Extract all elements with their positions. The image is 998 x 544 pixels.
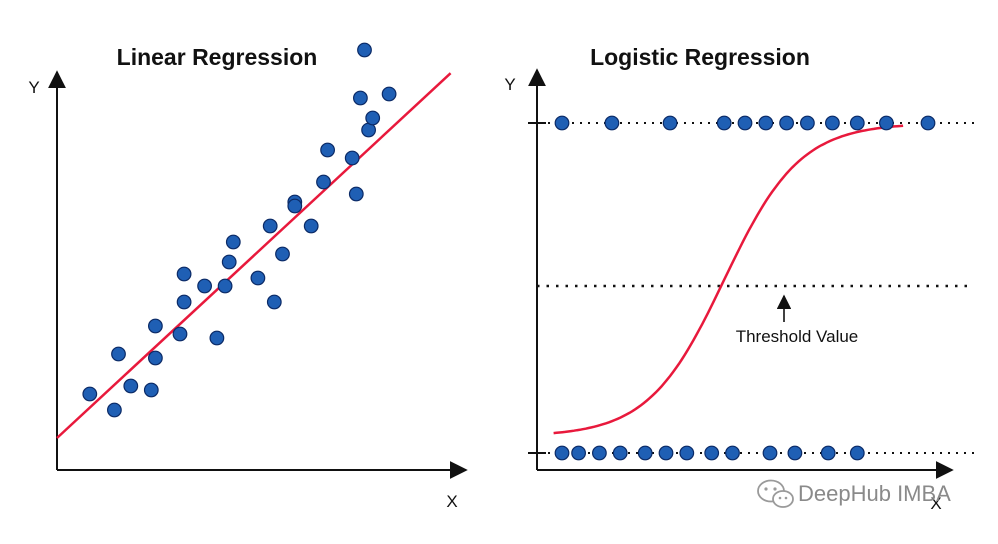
logistic-point-class-1 — [554, 115, 570, 131]
linear-data-point — [176, 266, 192, 282]
sigmoid-curve — [553, 124, 904, 435]
logistic-regression-panel: Logistic Regression Y X Threshold Value — [504, 44, 975, 513]
linear-data-point — [197, 278, 213, 294]
linear-data-point — [250, 270, 266, 286]
logistic-point-class-0 — [612, 445, 628, 461]
logistic-point-class-1 — [779, 115, 794, 131]
wechat-icon — [757, 479, 794, 508]
linear-regression-panel: Linear Regression Y X — [28, 42, 468, 511]
linear-x-axis-label: X — [446, 492, 457, 511]
linear-data-point — [176, 294, 192, 310]
logistic-y-axis-label: Y — [504, 75, 515, 94]
linear-data-point — [172, 326, 188, 342]
linear-data-point — [348, 186, 364, 202]
linear-data-point — [123, 378, 139, 394]
logistic-point-class-1 — [920, 115, 936, 131]
logistic-point-class-0 — [787, 445, 803, 461]
linear-data-point — [143, 382, 159, 398]
logistic-regression-title: Logistic Regression — [590, 44, 810, 70]
linear-data-point — [316, 174, 331, 190]
logistic-point-class-1 — [662, 115, 678, 131]
linear-y-axis-label: Y — [28, 78, 39, 97]
linear-data-point — [221, 254, 237, 270]
linear-fit-line — [56, 72, 452, 439]
linear-data-point — [262, 218, 278, 234]
logistic-point-class-0 — [762, 445, 778, 461]
logistic-point-class-1 — [716, 115, 732, 131]
logistic-point-class-0 — [725, 445, 740, 461]
linear-data-point — [147, 318, 163, 334]
linear-data-point — [82, 386, 98, 402]
logistic-point-class-0 — [637, 445, 653, 461]
logistic-point-class-0 — [571, 445, 586, 461]
logistic-point-class-1 — [800, 115, 815, 131]
logistic-point-class-0 — [704, 445, 720, 461]
linear-data-point — [147, 350, 163, 366]
linear-data-point — [381, 86, 397, 102]
logistic-point-class-0 — [658, 445, 674, 461]
linear-data-point — [217, 278, 233, 294]
logistic-point-class-0 — [554, 445, 570, 461]
watermark: DeepHub IMBA — [757, 479, 951, 508]
linear-data-point — [320, 142, 336, 158]
linear-data-point — [106, 402, 122, 418]
linear-data-point — [287, 198, 303, 214]
linear-data-point — [275, 246, 290, 262]
linear-data-point — [357, 42, 372, 58]
linear-data-point — [225, 234, 241, 250]
linear-data-point — [111, 346, 126, 362]
linear-data-points — [82, 42, 397, 418]
linear-regression-title: Linear Regression — [117, 44, 318, 70]
linear-data-point — [209, 330, 225, 346]
watermark-text: DeepHub IMBA — [798, 481, 951, 506]
logistic-point-class-0 — [679, 445, 695, 461]
linear-data-point — [303, 218, 319, 234]
logistic-point-class-0 — [849, 445, 865, 461]
logistic-point-class-0 — [820, 445, 836, 461]
logistic-point-class-1 — [879, 115, 894, 131]
logistic-point-class-1 — [758, 115, 774, 131]
logistic-point-class-1 — [825, 115, 840, 131]
linear-data-point — [353, 90, 368, 106]
logistic-point-class-1 — [604, 115, 620, 131]
logistic-point-class-0 — [592, 445, 607, 461]
logistic-data-points — [554, 115, 936, 461]
logistic-point-class-1 — [737, 115, 753, 131]
linear-data-point — [365, 110, 381, 126]
linear-data-point — [344, 150, 360, 166]
threshold-value-label: Threshold Value — [736, 327, 859, 346]
linear-data-point — [266, 294, 282, 310]
logistic-point-class-1 — [849, 115, 865, 131]
logistic-x-axis-label: X — [930, 494, 941, 513]
